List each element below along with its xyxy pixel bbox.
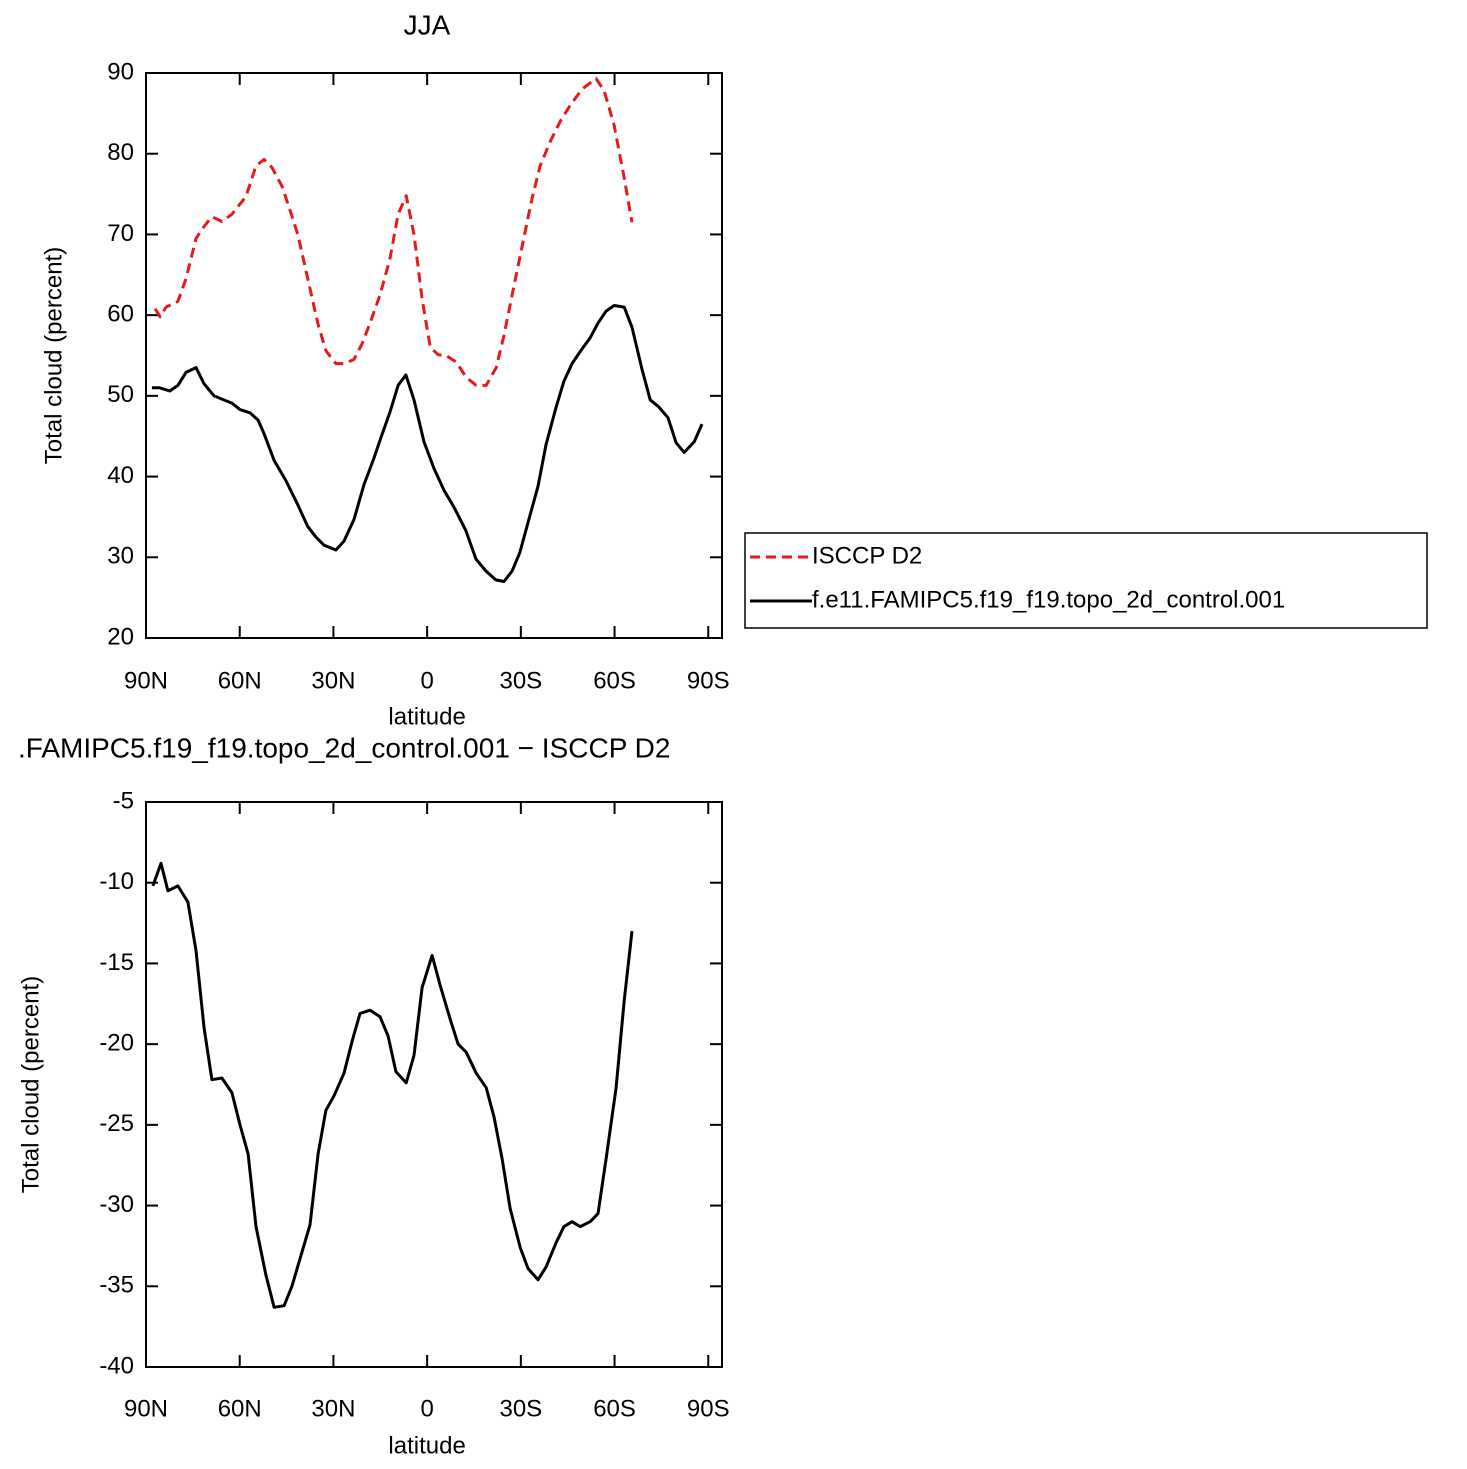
x-tick-label: 30N (311, 667, 355, 694)
y-tick-label: -25 (99, 1110, 134, 1137)
y-tick-label: -20 (99, 1029, 134, 1056)
legend-label: ISCCP D2 (812, 542, 922, 569)
y-tick-label: -10 (99, 868, 134, 895)
y-tick-label: 60 (107, 300, 134, 327)
y-tick-label: -15 (99, 949, 134, 976)
x-axis-label: latitude (388, 1432, 465, 1459)
series-line (151, 861, 634, 1309)
chart-title: JJA (404, 9, 451, 40)
x-axis-label: latitude (388, 703, 465, 730)
series-line (153, 77, 634, 387)
y-tick-label: -35 (99, 1272, 134, 1299)
y-tick-label: 20 (107, 623, 134, 650)
x-tick-label: 0 (420, 667, 433, 694)
x-tick-label: 60N (218, 667, 262, 694)
y-tick-label: 30 (107, 543, 134, 570)
y-tick-label: 80 (107, 139, 134, 166)
chart-title: .FAMIPC5.f19_f19.topo_2d_control.001 − I… (18, 732, 670, 763)
y-tick-label: 70 (107, 220, 134, 247)
y-tick-label: 90 (107, 58, 134, 85)
plot-frame (145, 72, 723, 639)
legend-label: f.e11.FAMIPC5.f19_f19.topo_2d_control.00… (812, 586, 1285, 613)
x-tick-label: 90N (124, 667, 168, 694)
y-tick-label: -5 (113, 787, 134, 814)
y-tick-label: -40 (99, 1352, 134, 1379)
x-tick-label: 60S (593, 1395, 636, 1422)
plot-frame (145, 801, 723, 1368)
legend-box (744, 532, 1428, 629)
y-axis-label: Total cloud (percent) (40, 247, 67, 464)
x-tick-label: 90S (687, 667, 730, 694)
y-tick-label: 50 (107, 381, 134, 408)
x-tick-label: 30S (499, 1395, 542, 1422)
x-tick-label: 0 (420, 1395, 433, 1422)
x-tick-label: 60N (218, 1395, 262, 1422)
x-tick-label: 30N (311, 1395, 355, 1422)
y-axis-label: Total cloud (percent) (17, 976, 44, 1193)
y-tick-label: 40 (107, 462, 134, 489)
legend: ISCCP D2 f.e11.FAMIPC5.f19_f19.topo_2d_co… (744, 532, 1428, 629)
x-tick-label: 90N (124, 1395, 168, 1422)
x-tick-label: 90S (687, 1395, 730, 1422)
x-tick-label: 60S (593, 667, 636, 694)
y-tick-label: -30 (99, 1191, 134, 1218)
x-tick-label: 30S (499, 667, 542, 694)
series-line (151, 304, 704, 583)
